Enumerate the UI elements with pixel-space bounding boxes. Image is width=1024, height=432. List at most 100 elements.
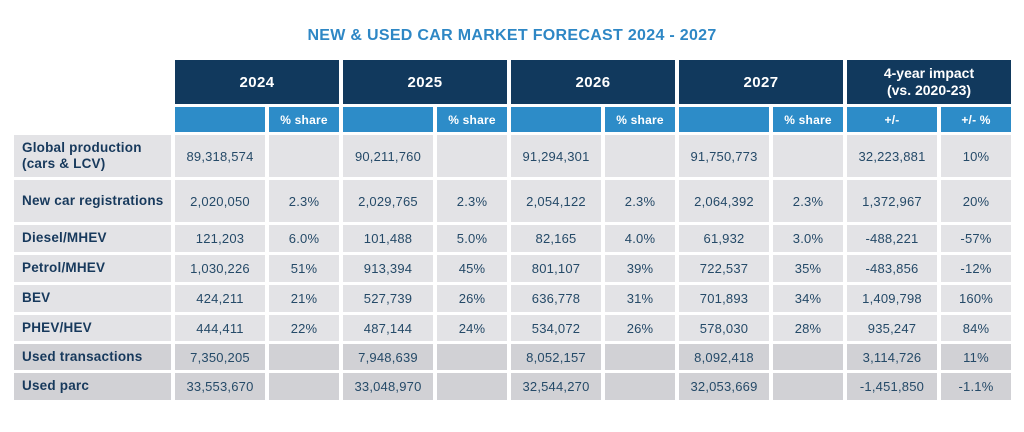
cell: 121,203 (175, 225, 265, 252)
row-label: New car registrations (14, 180, 171, 222)
cell: 20% (941, 180, 1011, 222)
subheader-value-2025 (343, 107, 433, 132)
cell (437, 373, 507, 400)
cell: 101,488 (343, 225, 433, 252)
subheader-corner-spacer (14, 107, 171, 132)
subheader-value-2026 (511, 107, 601, 132)
year-header-2027: 2027 (679, 60, 843, 104)
cell: 578,030 (679, 315, 769, 341)
cell (605, 373, 675, 400)
cell: -12% (941, 255, 1011, 282)
cell (773, 135, 843, 177)
subheader-value-2027 (679, 107, 769, 132)
cell: 487,144 (343, 315, 433, 341)
cell: 5.0% (437, 225, 507, 252)
cell: 534,072 (511, 315, 601, 341)
cell: 33,553,670 (175, 373, 265, 400)
cell: 2,054,122 (511, 180, 601, 222)
cell (269, 373, 339, 400)
cell: 32,053,669 (679, 373, 769, 400)
cell: 91,294,301 (511, 135, 601, 177)
cell: 24% (437, 315, 507, 341)
cell: 32,223,881 (847, 135, 937, 177)
row-label: PHEV/HEV (14, 315, 171, 341)
cell: 4.0% (605, 225, 675, 252)
cell: 913,394 (343, 255, 433, 282)
cell: 89,318,574 (175, 135, 265, 177)
cell: 91,750,773 (679, 135, 769, 177)
subheader-share-2024: % share (269, 107, 339, 132)
page-title: NEW & USED CAR MARKET FORECAST 2024 - 20… (307, 27, 717, 44)
cell (605, 344, 675, 370)
cell: 22% (269, 315, 339, 341)
cell: 39% (605, 255, 675, 282)
cell: 2.3% (269, 180, 339, 222)
subheader-impact-abs: +/- (847, 107, 937, 132)
cell: 1,409,798 (847, 285, 937, 312)
row-label: Used parc (14, 373, 171, 400)
cell (437, 135, 507, 177)
cell: -1,451,850 (847, 373, 937, 400)
cell: 160% (941, 285, 1011, 312)
cell: 45% (437, 255, 507, 282)
cell: 34% (773, 285, 843, 312)
cell: 3,114,726 (847, 344, 937, 370)
cell (605, 135, 675, 177)
row-label: Used transactions (14, 344, 171, 370)
cell: 26% (437, 285, 507, 312)
subheader-value-2024 (175, 107, 265, 132)
year-header-2026: 2026 (511, 60, 675, 104)
header-corner-spacer (14, 60, 171, 104)
cell: 722,537 (679, 255, 769, 282)
cell: 2,020,050 (175, 180, 265, 222)
year-header-2024: 2024 (175, 60, 339, 104)
subheader-share-2025: % share (437, 107, 507, 132)
row-label: Global production (cars & LCV) (14, 135, 171, 177)
cell: 636,778 (511, 285, 601, 312)
cell: 801,107 (511, 255, 601, 282)
cell: 51% (269, 255, 339, 282)
cell: 26% (605, 315, 675, 341)
cell: 424,211 (175, 285, 265, 312)
cell: 32,544,270 (511, 373, 601, 400)
cell: 3.0% (773, 225, 843, 252)
impact-header: 4-year impact (vs. 2020-23) (847, 60, 1011, 104)
cell: 28% (773, 315, 843, 341)
subheader-share-2027: % share (773, 107, 843, 132)
cell: 1,030,226 (175, 255, 265, 282)
cell: -1.1% (941, 373, 1011, 400)
forecast-table: 2024 2025 2026 2027 4-year impact (vs. 2020-… (14, 60, 1024, 400)
cell: 2.3% (437, 180, 507, 222)
cell: 7,350,205 (175, 344, 265, 370)
cell (773, 344, 843, 370)
cell: 31% (605, 285, 675, 312)
cell: -57% (941, 225, 1011, 252)
cell: 82,165 (511, 225, 601, 252)
cell: 701,893 (679, 285, 769, 312)
cell: 527,739 (343, 285, 433, 312)
cell: 2,029,765 (343, 180, 433, 222)
cell: 84% (941, 315, 1011, 341)
subheader-impact-pct: +/- % (941, 107, 1011, 132)
cell: 61,932 (679, 225, 769, 252)
cell: 1,372,967 (847, 180, 937, 222)
cell: 8,092,418 (679, 344, 769, 370)
cell: 21% (269, 285, 339, 312)
cell: 90,211,760 (343, 135, 433, 177)
cell: 33,048,970 (343, 373, 433, 400)
cell: 2.3% (773, 180, 843, 222)
cell: 2,064,392 (679, 180, 769, 222)
cell: 8,052,157 (511, 344, 601, 370)
cell (773, 373, 843, 400)
row-label: Diesel/MHEV (14, 225, 171, 252)
cell: 444,411 (175, 315, 265, 341)
cell (269, 135, 339, 177)
cell: 10% (941, 135, 1011, 177)
cell: 35% (773, 255, 843, 282)
year-header-2025: 2025 (343, 60, 507, 104)
row-label: BEV (14, 285, 171, 312)
cell: 11% (941, 344, 1011, 370)
cell (269, 344, 339, 370)
cell: -488,221 (847, 225, 937, 252)
